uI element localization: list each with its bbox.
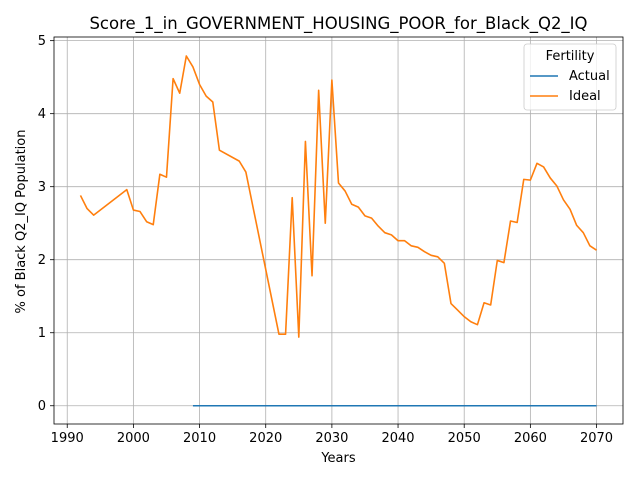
x-tick-label: 2040 <box>381 431 414 446</box>
chart-title: Score_1_in_GOVERNMENT_HOUSING_POOR_for_B… <box>89 14 587 34</box>
x-tick-label: 2020 <box>249 431 282 446</box>
grid-lines <box>54 37 623 424</box>
x-tick-label: 2060 <box>514 431 547 446</box>
y-tick-label: 0 <box>38 399 46 414</box>
series-line-ideal <box>79 55 597 338</box>
y-tick-label: 4 <box>38 107 46 122</box>
x-tick-label: 2050 <box>448 431 481 446</box>
series-layer <box>79 55 597 407</box>
y-tick-label: 5 <box>38 34 46 49</box>
x-tick-label: 1990 <box>51 431 84 446</box>
y-tick-label: 3 <box>38 180 46 195</box>
legend: Fertility Actual Ideal <box>523 43 617 111</box>
x-axis: 1990 2000 2010 2020 2030 2040 2050 2060 2070 <box>51 424 613 446</box>
x-tick-label: 2000 <box>117 431 150 446</box>
plot-frame <box>53 36 624 425</box>
y-axis-title: % of Black Q2_IQ Population <box>14 130 29 314</box>
legend-label-actual: Actual <box>569 69 610 84</box>
y-axis: 0 1 2 3 4 5 <box>38 34 54 414</box>
legend-title: Fertility <box>546 49 595 64</box>
y-tick-label: 2 <box>38 253 46 268</box>
legend-box <box>523 43 617 111</box>
x-tick-label: 2030 <box>315 431 348 446</box>
legend-label-ideal: Ideal <box>569 89 601 104</box>
x-axis-title: Years <box>320 451 356 466</box>
y-tick-label: 1 <box>38 326 46 341</box>
x-tick-label: 2070 <box>580 431 613 446</box>
x-tick-label: 2010 <box>183 431 216 446</box>
